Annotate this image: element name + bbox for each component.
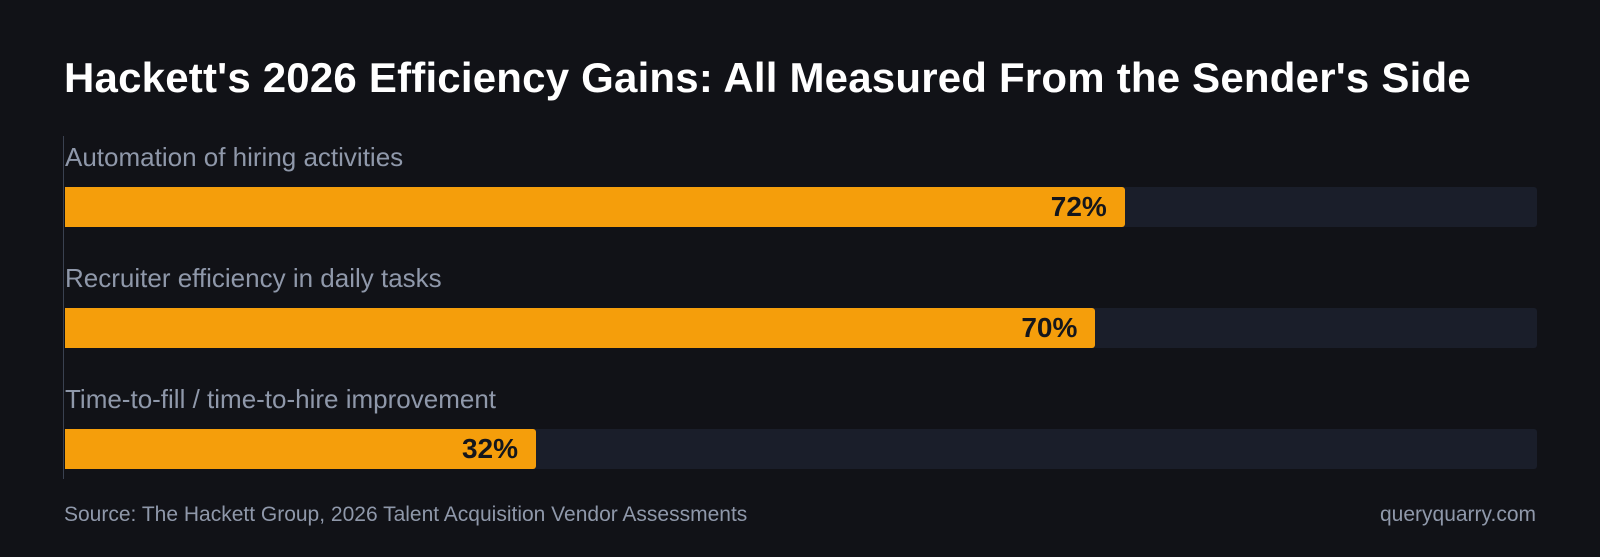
bar-track: 32% — [65, 429, 1537, 469]
bar: 70% — [65, 308, 1096, 348]
bar-track: 70% — [65, 308, 1537, 348]
bar-value-label: 70% — [1021, 312, 1078, 343]
bar: 72% — [65, 187, 1125, 227]
bar-row: Recruiter efficiency in daily tasks 70% — [64, 257, 1537, 357]
bar-value-label: 72% — [1050, 191, 1107, 222]
chart-title: Hackett's 2026 Efficiency Gains: All Mea… — [64, 54, 1471, 101]
bar-row: Time-to-fill / time-to-hire improvement … — [64, 378, 1537, 478]
bar-row: Automation of hiring activities 72% — [64, 136, 1537, 236]
bar: 32% — [65, 429, 537, 469]
bar-value-label: 32% — [461, 433, 519, 464]
brand-link[interactable]: queryquarry.com — [1379, 503, 1536, 526]
bar-track: 72% — [65, 187, 1537, 227]
bar-category-label: Automation of hiring activities — [65, 142, 404, 172]
bar-category-label: Recruiter efficiency in daily tasks — [65, 263, 442, 293]
bar-category-label: Time-to-fill / time-to-hire improvement — [65, 384, 497, 414]
source-note: Source: The Hackett Group, 2026 Talent A… — [64, 503, 748, 526]
bar-chart: Automation of hiring activities 72% Recr… — [63, 136, 1537, 479]
